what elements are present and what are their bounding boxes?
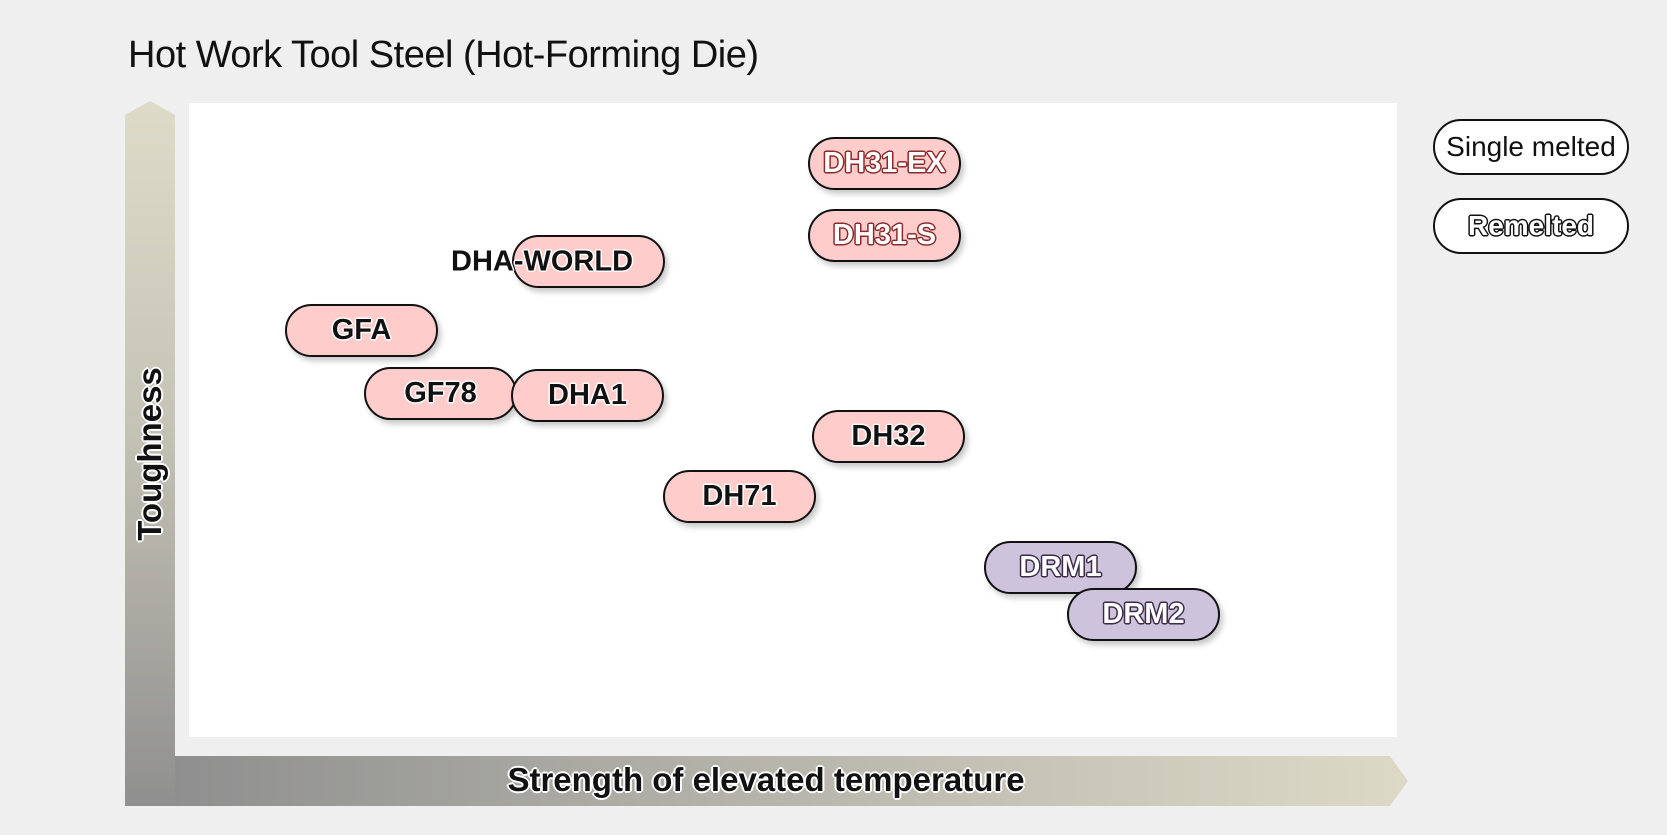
grade-pill-gfa: GFA bbox=[285, 304, 438, 357]
legend-item-remelted: Remelted bbox=[1433, 198, 1629, 254]
grade-pill-dh71: DH71 bbox=[663, 470, 816, 523]
grade-pill-dha-world bbox=[512, 235, 665, 288]
grade-label: DH31-EX bbox=[823, 147, 946, 179]
x-axis-label: Strength of elevated temperature bbox=[507, 761, 1025, 798]
grade-pill-dh31-s: DH31-S bbox=[808, 209, 961, 262]
grade-label: DH32 bbox=[851, 420, 926, 452]
grade-pill-drm2: DRM2 bbox=[1067, 588, 1220, 641]
grade-label: GFA bbox=[331, 314, 392, 346]
legend-label: Single melted bbox=[1446, 131, 1616, 162]
grade-pill-drm1: DRM1 bbox=[984, 541, 1137, 594]
plot-area bbox=[189, 103, 1397, 737]
x-axis-arrow bbox=[175, 756, 1408, 806]
grade-pill-dh32: DH32 bbox=[812, 410, 965, 463]
grade-pill-gf78: GF78 bbox=[364, 367, 517, 420]
y-axis-arrow bbox=[125, 101, 175, 806]
grade-label: DHA1 bbox=[548, 379, 627, 411]
legend-item-single-melted: Single melted bbox=[1433, 119, 1629, 175]
grade-pill-dh31-ex: DH31-EX bbox=[808, 137, 961, 190]
grade-label: DH31-S bbox=[832, 219, 937, 251]
grade-label: DRM1 bbox=[1019, 551, 1102, 583]
grade-label: DH71 bbox=[702, 480, 777, 512]
grade-pill-dha1: DHA1 bbox=[511, 369, 664, 422]
grade-label-dha-world: DHA-WORLD bbox=[451, 245, 634, 278]
chart-title: Hot Work Tool Steel (Hot-Forming Die) bbox=[128, 34, 759, 76]
legend-label: Remelted bbox=[1467, 210, 1595, 241]
y-axis-label: Toughness bbox=[131, 367, 168, 541]
grade-label: DRM2 bbox=[1102, 598, 1185, 630]
grade-label: GF78 bbox=[404, 377, 477, 409]
